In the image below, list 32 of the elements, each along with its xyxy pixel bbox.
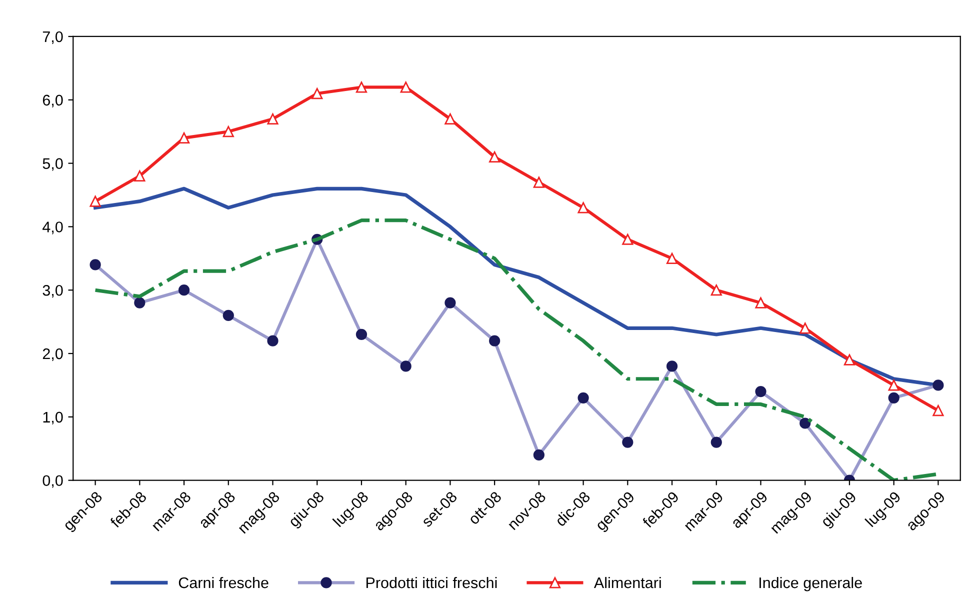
point xyxy=(312,88,323,100)
point xyxy=(800,322,811,334)
point xyxy=(134,170,146,182)
legend-label: Alimentari xyxy=(594,576,661,588)
point xyxy=(178,132,190,144)
y-tick-label: 4,0 xyxy=(42,222,63,234)
point xyxy=(90,196,101,207)
y-tick-label: 1,0 xyxy=(43,412,63,424)
point xyxy=(533,176,544,188)
point xyxy=(222,126,234,138)
point xyxy=(888,380,900,391)
y-tick-label: 5,0 xyxy=(42,158,63,171)
y-tick-label: 0,0 xyxy=(42,475,63,488)
point xyxy=(710,284,722,296)
point xyxy=(400,82,412,93)
y-tick-label: 7,0 xyxy=(42,31,63,44)
point xyxy=(267,113,278,124)
point xyxy=(578,202,589,214)
point xyxy=(356,82,368,93)
legend-label: Prodotti ittici freschi xyxy=(366,576,497,588)
y-tick-label: 6,0 xyxy=(42,94,63,108)
point xyxy=(666,252,678,264)
point xyxy=(844,354,856,366)
legend-label: Carni fresche xyxy=(178,576,268,588)
point xyxy=(489,151,500,163)
point xyxy=(755,297,766,308)
point xyxy=(444,113,456,124)
y-tick-label: 2,0 xyxy=(42,348,63,361)
legend-label: Indice generale xyxy=(760,576,862,592)
y-tick-label: 3,0 xyxy=(42,284,63,298)
point xyxy=(932,405,944,416)
point xyxy=(622,234,634,245)
